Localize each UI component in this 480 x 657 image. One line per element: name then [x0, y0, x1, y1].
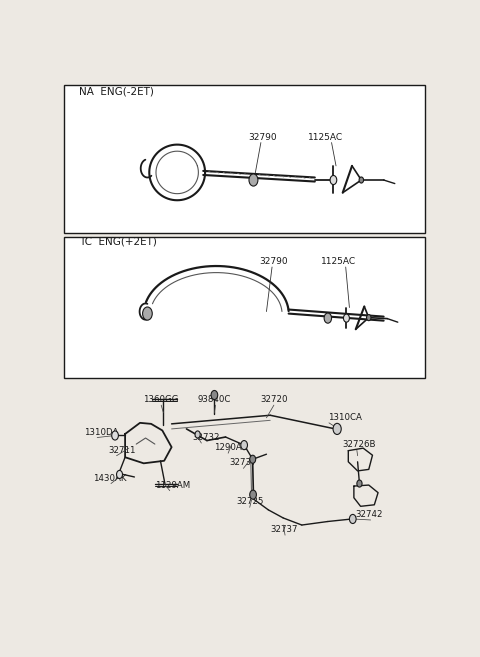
Text: 32742: 32742	[356, 510, 383, 519]
Circle shape	[249, 174, 258, 186]
Circle shape	[211, 390, 218, 399]
Circle shape	[367, 315, 371, 321]
Text: NA  ENG(-2ET): NA ENG(-2ET)	[79, 86, 154, 96]
Text: 32720: 32720	[260, 395, 288, 403]
Text: 32790: 32790	[260, 257, 288, 266]
Circle shape	[344, 314, 349, 322]
Text: 1430AK: 1430AK	[94, 474, 127, 482]
FancyBboxPatch shape	[64, 237, 424, 378]
Text: 1310DA: 1310DA	[84, 428, 119, 436]
Text: 1125AC: 1125AC	[322, 257, 357, 266]
Text: TC  ENG(+2ET): TC ENG(+2ET)	[79, 237, 156, 247]
Circle shape	[112, 431, 119, 440]
Circle shape	[117, 470, 122, 478]
Circle shape	[241, 441, 248, 449]
Text: 32725: 32725	[237, 497, 264, 507]
Text: 32711: 32711	[108, 445, 136, 455]
Text: 1129AM: 1129AM	[155, 481, 190, 489]
Circle shape	[359, 177, 363, 183]
Text: 1290AC: 1290AC	[215, 443, 248, 452]
Text: 1125AC: 1125AC	[309, 133, 344, 141]
Text: 1310CA: 1310CA	[328, 413, 362, 422]
FancyBboxPatch shape	[64, 85, 424, 233]
Circle shape	[324, 313, 332, 323]
Text: 32737: 32737	[270, 525, 298, 534]
Text: 32737: 32737	[229, 459, 257, 467]
Text: 32726B: 32726B	[343, 440, 376, 449]
Text: 1360GG: 1360GG	[143, 395, 178, 403]
Circle shape	[357, 480, 362, 487]
Text: 32732: 32732	[192, 433, 219, 442]
Circle shape	[250, 455, 256, 463]
Circle shape	[330, 175, 337, 185]
Circle shape	[250, 490, 256, 499]
Circle shape	[195, 431, 200, 438]
Circle shape	[143, 307, 152, 320]
Text: 93840C: 93840C	[198, 395, 231, 403]
Text: 32790: 32790	[249, 133, 277, 141]
Circle shape	[333, 423, 341, 434]
Circle shape	[349, 514, 356, 524]
